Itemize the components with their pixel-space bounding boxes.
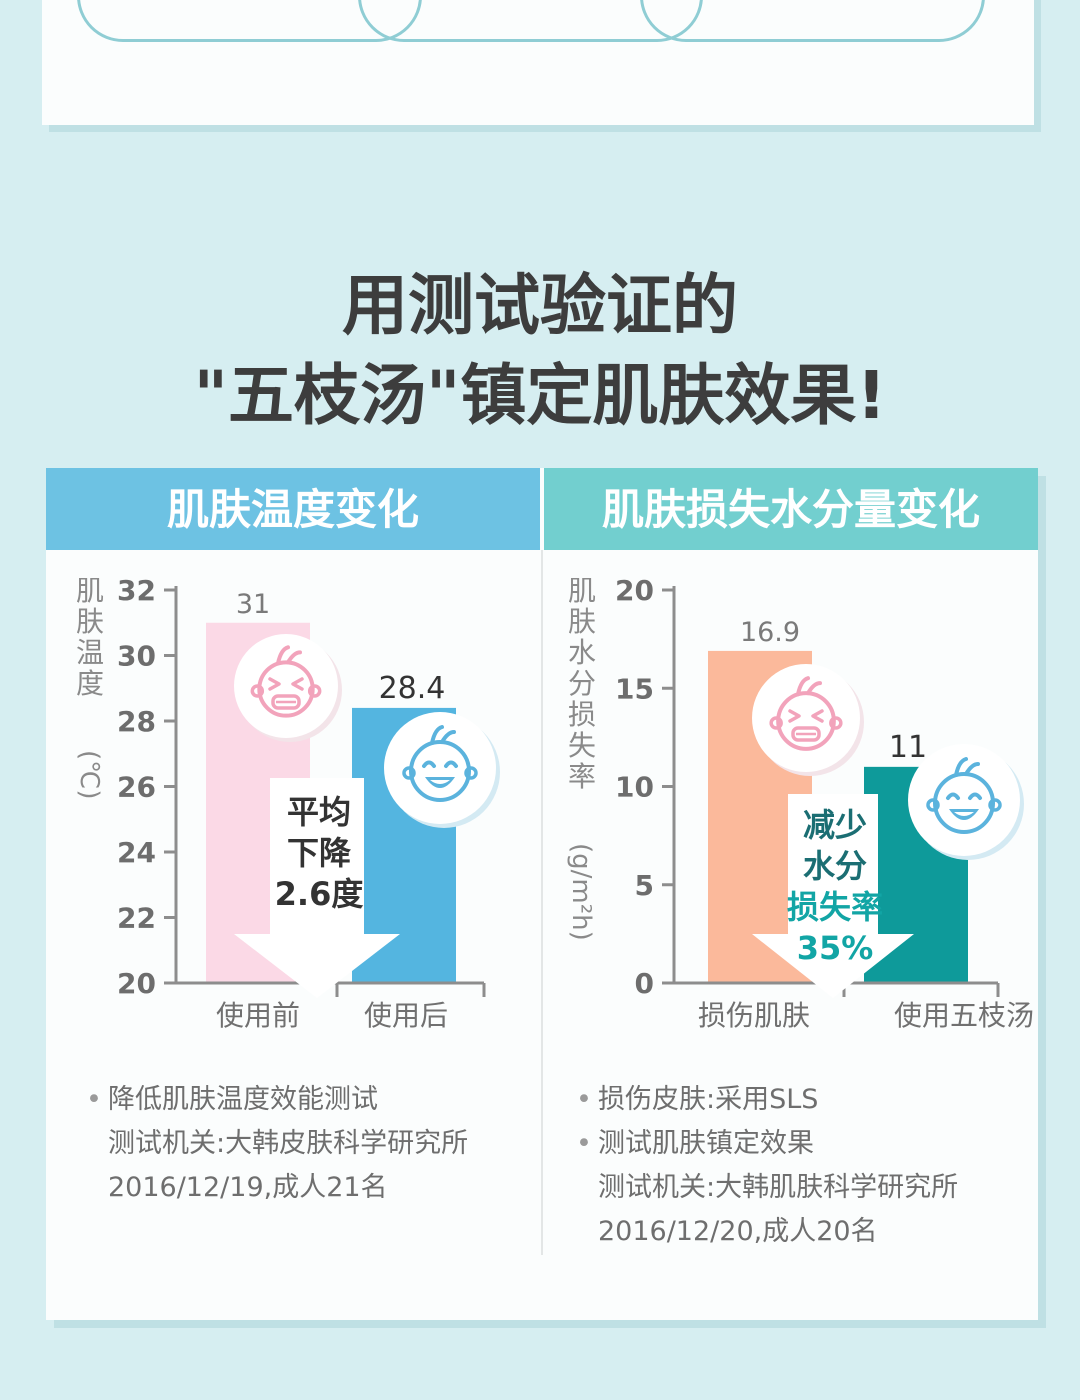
y-axis-label-char: 肌	[76, 578, 104, 607]
panel-title-temperature: 肌肤温度变化	[46, 468, 540, 550]
bar-value-label: 11	[889, 730, 927, 765]
note-right-item-2: • 测试肌肤镇定效果	[576, 1122, 958, 1166]
y-axis-label-char: 失	[568, 729, 596, 762]
y-axis-label-char: 肌	[568, 578, 596, 607]
bullet-icon: •	[86, 1084, 102, 1115]
crying-baby-icon-hair	[796, 676, 822, 697]
crying-baby-icon-ear-left	[769, 716, 783, 730]
y-axis-label-char: 率	[568, 760, 596, 793]
note-left-line-1: 降低肌肤温度效能测试	[108, 1084, 378, 1115]
y-axis-label-char: 水	[568, 636, 596, 669]
arrow-text-line: 减少	[803, 806, 867, 844]
y-tick-label: 22	[117, 902, 156, 935]
headline-line-2: "五枝汤"镇定肌肤效果!	[193, 357, 887, 434]
smiling-baby-icon-ear-right	[464, 766, 478, 780]
y-tick-label: 26	[117, 771, 156, 804]
y-tick-label: 10	[615, 771, 654, 804]
arrow-text-line: 水分	[803, 847, 867, 885]
note-right-line-2: 测试肌肤镇定效果	[598, 1128, 814, 1159]
y-tick-label: 5	[635, 869, 654, 902]
smiling-baby-icon	[908, 744, 1024, 860]
smiling-baby-icon-eyes	[422, 760, 458, 768]
crying-baby-icon-ear-left	[250, 684, 265, 698]
panel-title-water-loss: 肌肤损失水分量变化	[544, 468, 1038, 550]
y-tick-label: 28	[117, 705, 156, 738]
bar-value-label: 16.9	[740, 617, 800, 648]
smiling-baby-icon-ear-left	[402, 766, 416, 780]
arrow-text-line: 平均	[287, 793, 351, 831]
smiling-baby-icon-teeth	[430, 780, 450, 784]
bullet-icon: •	[576, 1084, 592, 1115]
x-tick-label: 使用后	[364, 999, 448, 1032]
bullet-icon: •	[576, 1128, 592, 1159]
pill-soothing: 肌肤镇静	[640, 0, 985, 42]
crying-baby-icon-mouth	[791, 726, 821, 742]
y-tick-label: 32	[117, 578, 156, 607]
y-axis-label-char: 度	[76, 667, 104, 700]
y-tick-label: 20	[615, 578, 654, 607]
x-tick-label: 损伤肌肤	[698, 999, 810, 1032]
note-left: • 降低肌肤温度效能测试 测试机关:大韩皮肤科学研究所 2016/12/19,成…	[86, 1078, 469, 1210]
x-tick-label: 使用五枝汤	[894, 999, 1034, 1032]
y-axis-label-char: 温	[76, 636, 104, 669]
y-tick-label: 0	[635, 967, 654, 1000]
crying-baby-icon-mouth	[271, 694, 301, 710]
note-right-line-3: 测试机关:大韩肌肤科学研究所	[598, 1172, 959, 1203]
smiling-baby-icon-hair	[954, 757, 980, 777]
crying-baby-icon-hair	[276, 645, 302, 666]
headline-line-1: 用测试验证的	[342, 267, 738, 344]
crying-baby-icon-badge	[752, 664, 860, 772]
note-right: • 损伤皮肤:采用SLS • 测试肌肤镇定效果 测试机关:大韩肌肤科学研究所 2…	[576, 1078, 959, 1254]
bar-value-label: 28.4	[379, 671, 446, 706]
y-tick-label: 20	[117, 967, 156, 1000]
chart-water-loss: 肌肤水分损失率(g/m²h)0510152016.9损伤肌肤11使用五枝汤减少水…	[566, 578, 1034, 1032]
smiling-baby-icon-teeth	[954, 812, 974, 816]
crying-baby-icon	[234, 634, 342, 742]
smiling-baby-icon-badge	[384, 712, 496, 824]
panel-divider	[541, 550, 543, 1255]
smiling-baby-icon-eyes	[946, 792, 982, 800]
note-right-line-1: 损伤皮肤:采用SLS	[598, 1084, 819, 1115]
x-tick-label: 使用前	[216, 999, 300, 1032]
y-axis-unit: (℃)	[74, 750, 104, 800]
arrow-text-line: 损失率	[787, 888, 883, 926]
crying-baby-icon-ear-right	[307, 684, 322, 698]
note-right-line-4: 2016/12/20,成人20名	[598, 1216, 878, 1247]
note-left-line-2: 测试机关:大韩皮肤科学研究所	[108, 1128, 469, 1159]
y-axis-label: 肌肤温度 (℃)	[74, 578, 104, 800]
smiling-baby-icon-hair	[430, 725, 456, 745]
smiling-baby-icon-ear-right	[988, 798, 1002, 812]
crying-baby-icon	[752, 664, 864, 776]
crying-baby-icon-ear-right	[829, 716, 843, 730]
decrease-arrow	[234, 778, 400, 998]
y-axis-label-char: 肤	[76, 605, 104, 638]
bar-value-label: 31	[236, 589, 270, 620]
smiling-baby-icon-badge	[908, 744, 1020, 856]
y-axis-label-char: 损	[568, 698, 596, 731]
arrow-text-line: 下降	[287, 834, 352, 872]
smiling-baby-icon	[384, 712, 500, 828]
results-card: 肌肤温度变化 肌肤损失水分量变化 肌肤温度 (℃) 20 22 24 26 28 30 32 31…	[46, 468, 1038, 1320]
y-axis-unit: (g/m²h)	[566, 843, 596, 941]
smiling-baby-icon-ear-left	[926, 798, 940, 812]
y-axis-label-char: 分	[568, 667, 596, 700]
y-tick-label: 30	[117, 640, 156, 673]
chart-skin-temperature: 肌肤温度 (℃) 20 22 24 26 28 30 32 31 使用前 28.4 使用后 平均下降2.6…	[74, 578, 500, 1032]
y-tick-label: 24	[117, 836, 156, 869]
decrease-arrow	[752, 794, 914, 998]
crying-baby-icon-eyes	[268, 677, 304, 691]
crying-baby-icon-badge	[234, 634, 338, 738]
top-card: 调节温度 提高水分 肌肤镇静	[42, 0, 1034, 125]
arrow-text-line: 35%	[797, 929, 874, 967]
y-axis-label-char: 肤	[568, 605, 596, 638]
y-tick-label: 15	[615, 672, 654, 705]
arrow-text-line: 2.6度	[275, 875, 364, 913]
note-left-line-3: 2016/12/19,成人21名	[108, 1172, 388, 1203]
crying-baby-icon-eyes	[788, 709, 824, 723]
